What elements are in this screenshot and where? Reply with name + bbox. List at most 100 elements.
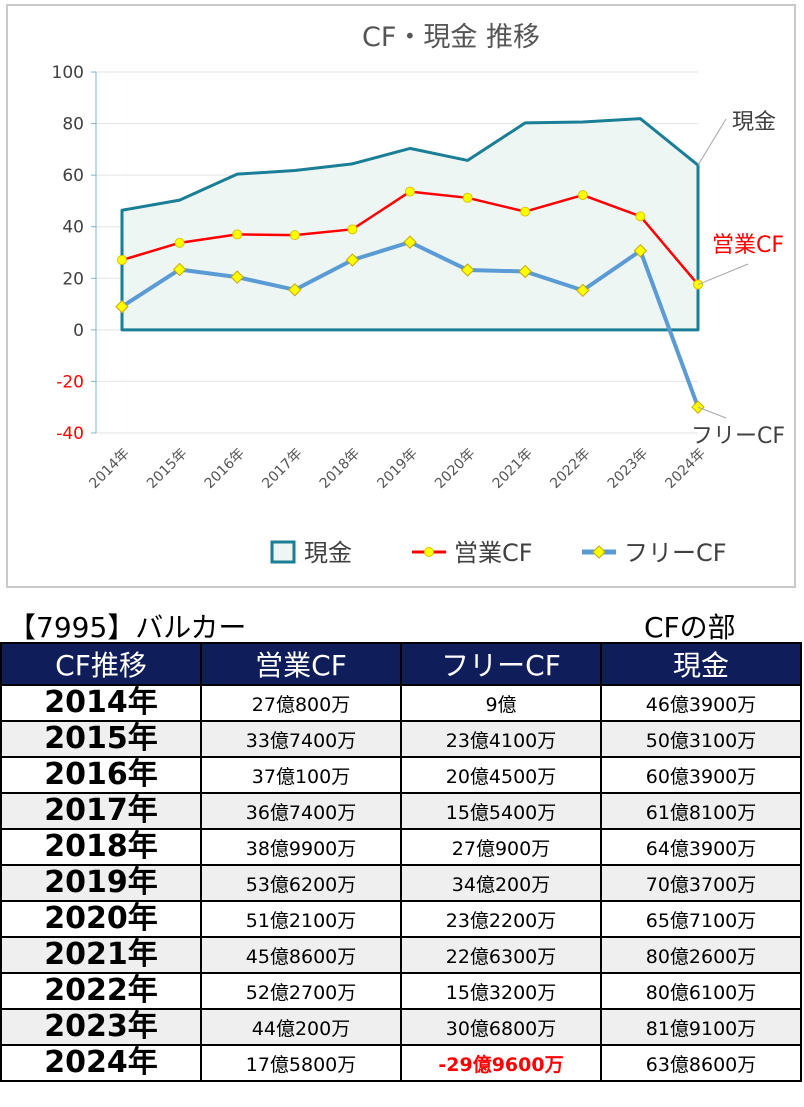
cash-cell: 65億7100万 [600,900,802,938]
free-cf-cell: 20億4500万 [400,756,602,794]
annotation-leader [697,118,727,166]
cf-table-wrap: CF推移 営業CF フリーCF 現金 2014年 27億800万 9億 46億3900… [0,642,802,1082]
header-cash: 現金 [600,642,802,686]
operating-cf-cell: 51億2100万 [200,900,402,938]
data-point [462,192,473,203]
free-cf-cell: 9億 [400,684,602,722]
data-point [405,186,415,197]
data-point [288,283,302,297]
x-tick-label: 2015年 [144,446,190,492]
data-point [518,264,532,279]
operating-cf-cell: 37億100万 [200,756,402,794]
y-tick-label: 60 [62,166,84,186]
free-cf-cell: 30億6800万 [400,1008,602,1046]
year-cell: 2020年 [0,900,202,938]
x-tick-label: 2023年 [605,446,651,492]
data-point [576,283,590,298]
legend-label: フリーCF [624,539,727,567]
year-cell: 2015年 [0,720,202,758]
year-cell: 2022年 [0,972,202,1010]
chart-legend: 現金 営業CF フリーCF [270,539,727,567]
y-tick-label: -40 [56,424,84,444]
table-row: 2023年 44億200万 30億6800万 81億9100万 [0,1008,802,1046]
company-caption: 【7995】バルカー [8,611,247,644]
x-tick-label: 2024年 [662,446,708,492]
data-point [345,253,360,267]
chart-frame: CF・現金 推移 100 80 60 40 20 0 -20 -40 2014年 2015年 201… [6,4,796,588]
cash-cell: 63億8600万 [600,1044,802,1082]
data-point [230,270,244,284]
free-cf-cell: 23億4100万 [400,720,602,758]
annotation-label: フリーCF [691,424,785,449]
operating-cf-cell: 44億200万 [200,1008,402,1046]
free-cf-cell: 34億200万 [400,864,602,902]
table-row: 2022年 52億2700万 15億3200万 80億6100万 [0,972,802,1010]
x-tick-label: 2021年 [490,446,536,492]
x-tick-label: 2022年 [547,446,593,492]
table-row: 2014年 27億800万 9億 46億3900万 [0,684,802,722]
caption-row: 【7995】バルカー CFの部 [0,606,804,644]
year-cell: 2016年 [0,756,202,794]
free-cf-cell: 27億900万 [400,828,602,866]
operating-cf-cell: 17億5800万 [200,1044,402,1082]
cash-cell: 80億6100万 [600,972,802,1010]
y-tick-label: 100 [52,63,84,83]
cash-cell: 81億9100万 [600,1008,802,1046]
legend-label: 現金 [304,539,352,567]
y-tick-label: 0 [73,321,84,341]
operating-cf-cell: 33億7400万 [200,720,402,758]
y-tick-label: 20 [62,269,84,289]
free-cf-cell: 15億5400万 [400,792,602,830]
cash-cell: 50億3100万 [600,720,802,758]
data-point [117,255,127,266]
data-point [460,263,475,277]
legend-marker [424,547,434,557]
chart-title: CF・現金 推移 [362,22,540,53]
x-tick-label: 2018年 [317,446,363,492]
cash-cell: 80億2600万 [600,936,802,974]
data-point [633,244,648,258]
data-point [174,237,185,248]
free-cf-cell: 15億3200万 [400,972,602,1010]
table-row: 2021年 45億8600万 22億6300万 80億2600万 [0,936,802,974]
legend-marker [592,545,606,559]
table-row: 2015年 33億7400万 23億4100万 50億3100万 [0,720,802,758]
year-cell: 2023年 [0,1008,202,1046]
year-cell: 2017年 [0,792,202,830]
cash-cell: 60億3900万 [600,756,802,794]
year-cell: 2021年 [0,936,202,974]
x-tick-label: 2014年 [86,446,132,492]
table-row: 2018年 38億9900万 27億900万 64億3900万 [0,828,802,866]
data-point [115,299,129,314]
series-area-cash [120,117,700,332]
data-point [577,190,588,201]
cf-table: CF推移 営業CF フリーCF 現金 2014年 27億800万 9億 46億3900… [0,642,802,1082]
data-point [232,229,243,240]
operating-cf-cell: 52億2700万 [200,972,402,1010]
x-tick-label: 2019年 [374,446,420,492]
table-row: 2019年 53億6200万 34億200万 70億3700万 [0,864,802,902]
annotation-leader [697,263,749,285]
operating-cf-cell: 38億9900万 [200,828,402,866]
operating-cf-cell: 27億800万 [200,684,402,722]
annotation-label: 現金 [732,110,776,135]
table-row: 2024年 17億5800万 -29億9600万 63億8600万 [0,1044,802,1082]
y-tick-label: -20 [56,372,84,392]
table-row: 2016年 37億100万 20億4500万 60億3900万 [0,756,802,794]
section-caption: CFの部 [644,611,736,644]
data-point [635,211,646,222]
free-cf-cell: 23億2200万 [400,900,602,938]
data-point [691,400,705,414]
data-point [347,224,358,235]
data-point [289,230,300,241]
y-tick-label: 80 [62,115,84,135]
x-tick-label: 2016年 [202,446,248,492]
header-free-cf: フリーCF [400,642,602,686]
table-row: 2017年 36億7400万 15億5400万 61億8100万 [0,792,802,830]
x-tick-label: 2017年 [259,446,305,492]
cash-cell: 46億3900万 [600,684,802,722]
x-tick-label: 2020年 [432,446,478,492]
legend-swatch-cash [270,540,296,564]
year-cell: 2014年 [0,684,202,722]
